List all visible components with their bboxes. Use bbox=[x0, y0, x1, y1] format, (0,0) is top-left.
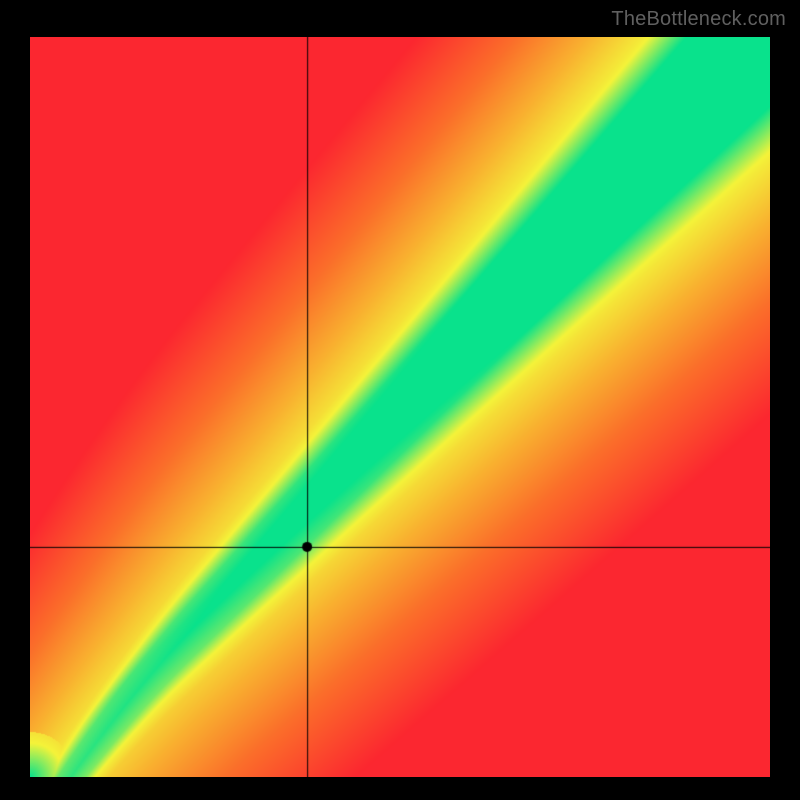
chart-container: TheBottleneck.com bbox=[0, 0, 800, 800]
crosshair-overlay bbox=[30, 37, 770, 777]
watermark-text: TheBottleneck.com bbox=[611, 8, 786, 31]
